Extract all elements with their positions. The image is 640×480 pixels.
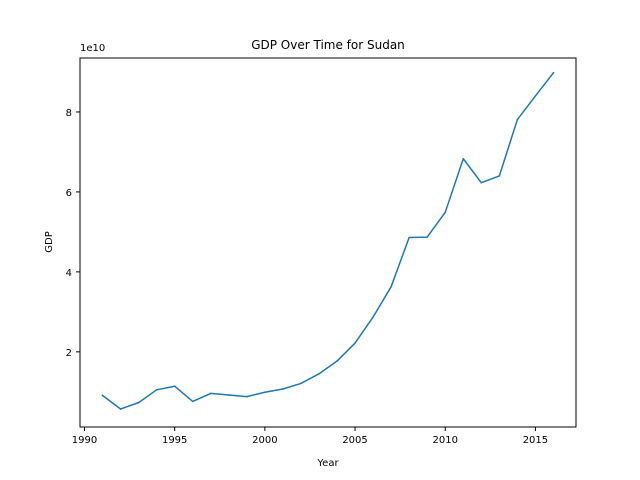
gdp-data-point (264, 391, 266, 394)
gdp-data-point (209, 392, 212, 395)
x-axis-label: Year (316, 458, 339, 469)
plot-frame (79, 57, 577, 428)
x-tick-label: 2005 (342, 435, 367, 446)
gdp-data-point (191, 400, 194, 403)
gdp-data-point (534, 95, 537, 97)
gdp-series-line (101, 71, 555, 410)
y-axis-ticks: 2 4 6 8 (66, 108, 80, 359)
series-layer (101, 71, 555, 410)
y-scale-multiplier: 1e10 (80, 43, 105, 54)
gdp-data-point (246, 395, 248, 398)
gdp-data-point (282, 388, 284, 390)
gdp-data-point (318, 373, 320, 375)
x-axis-ticks: 1990 1995 2000 2005 2010 2015 (72, 427, 548, 446)
gdp-data-point (462, 157, 465, 160)
y-axis-label: GDP (44, 231, 55, 252)
gdp-data-point (119, 408, 122, 410)
y-tick-label: 2 (66, 348, 72, 359)
gdp-data-point (444, 211, 447, 214)
gdp-data-point (390, 285, 392, 288)
gdp-data-point (336, 360, 338, 362)
chart-title: GDP Over Time for Sudan (251, 38, 405, 52)
gdp-data-point (408, 236, 410, 239)
x-tick-label: 1995 (162, 435, 187, 446)
gdp-data-point (552, 71, 555, 74)
gdp-data-point (426, 236, 429, 238)
gdp-data-point (498, 175, 501, 177)
gdp-data-point (300, 382, 302, 385)
y-tick-label: 4 (66, 268, 72, 279)
gdp-data-point (228, 394, 230, 396)
gdp-data-point (372, 316, 374, 318)
gdp-data-point (137, 401, 140, 404)
gdp-data-point (155, 389, 158, 391)
gdp-data-point (173, 385, 176, 388)
x-tick-label: 2010 (433, 435, 458, 446)
plot-area: 1990 1995 2000 2005 2010 2015 2 4 6 8 (66, 57, 577, 446)
gdp-data-point (480, 181, 483, 184)
gdp-data-point (101, 394, 104, 397)
y-tick-label: 6 (66, 188, 72, 199)
gdp-data-point (516, 118, 519, 121)
y-tick-label: 8 (66, 108, 72, 119)
x-tick-label: 2015 (523, 435, 548, 446)
gdp-data-point (354, 342, 356, 344)
x-tick-label: 1990 (72, 435, 97, 446)
x-tick-label: 2000 (252, 435, 277, 446)
